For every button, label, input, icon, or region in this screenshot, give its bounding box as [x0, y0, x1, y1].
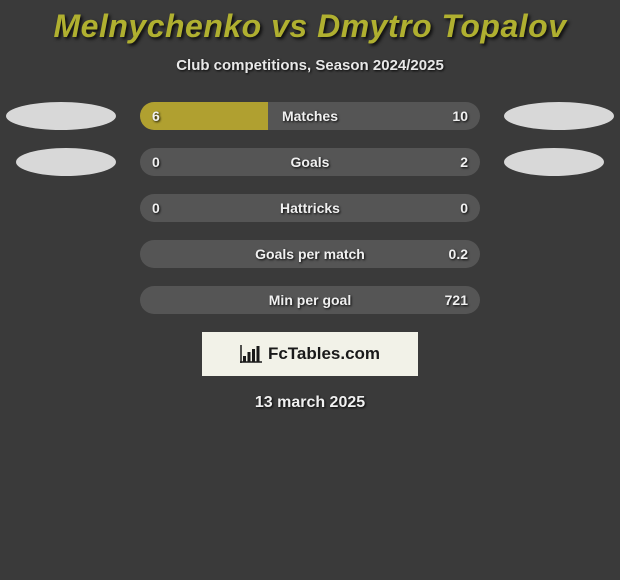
- stat-row: 0.2 Goals per match: [0, 240, 620, 268]
- player-badge-left: [6, 102, 116, 130]
- stat-row: 6 10 Matches: [0, 102, 620, 130]
- stat-value-left: 0: [152, 200, 160, 216]
- stat-row: 0 0 Hattricks: [0, 194, 620, 222]
- stat-value-left: 6: [152, 108, 160, 124]
- card-subtitle: Club competitions, Season 2024/2025: [0, 57, 620, 74]
- stat-value-left: 0: [152, 154, 160, 170]
- barchart-icon: [240, 345, 262, 363]
- stat-label: Min per goal: [269, 292, 351, 308]
- stat-label: Matches: [282, 108, 338, 124]
- logo-box[interactable]: FcTables.com: [202, 332, 418, 376]
- stat-row: 721 Min per goal: [0, 286, 620, 314]
- stat-value-right: 721: [445, 292, 468, 308]
- card-date: 13 march 2025: [0, 394, 620, 412]
- stat-label: Goals: [291, 154, 330, 170]
- stats-card: Melnychenko vs Dmytro Topalov Club compe…: [0, 0, 620, 412]
- stat-value-right: 0: [460, 200, 468, 216]
- stat-bar: 0.2 Goals per match: [140, 240, 480, 268]
- player-badge-right: [504, 102, 614, 130]
- card-title: Melnychenko vs Dmytro Topalov: [0, 8, 620, 45]
- stat-label: Goals per match: [255, 246, 365, 262]
- stat-row: 0 2 Goals: [0, 148, 620, 176]
- stat-label: Hattricks: [280, 200, 340, 216]
- player-badge-right: [504, 148, 604, 176]
- stat-value-right: 2: [460, 154, 468, 170]
- logo-text: FcTables.com: [268, 344, 380, 364]
- stat-bar: 721 Min per goal: [140, 286, 480, 314]
- stat-bar: 6 10 Matches: [140, 102, 480, 130]
- player-badge-left: [16, 148, 116, 176]
- stat-value-right: 10: [452, 108, 468, 124]
- stat-rows: 6 10 Matches 0 2 Goals 0 0 Hattricks 0.2 Goals per…: [0, 102, 620, 314]
- stat-bar: 0 2 Goals: [140, 148, 480, 176]
- stat-value-right: 0.2: [449, 246, 468, 262]
- stat-bar: 0 0 Hattricks: [140, 194, 480, 222]
